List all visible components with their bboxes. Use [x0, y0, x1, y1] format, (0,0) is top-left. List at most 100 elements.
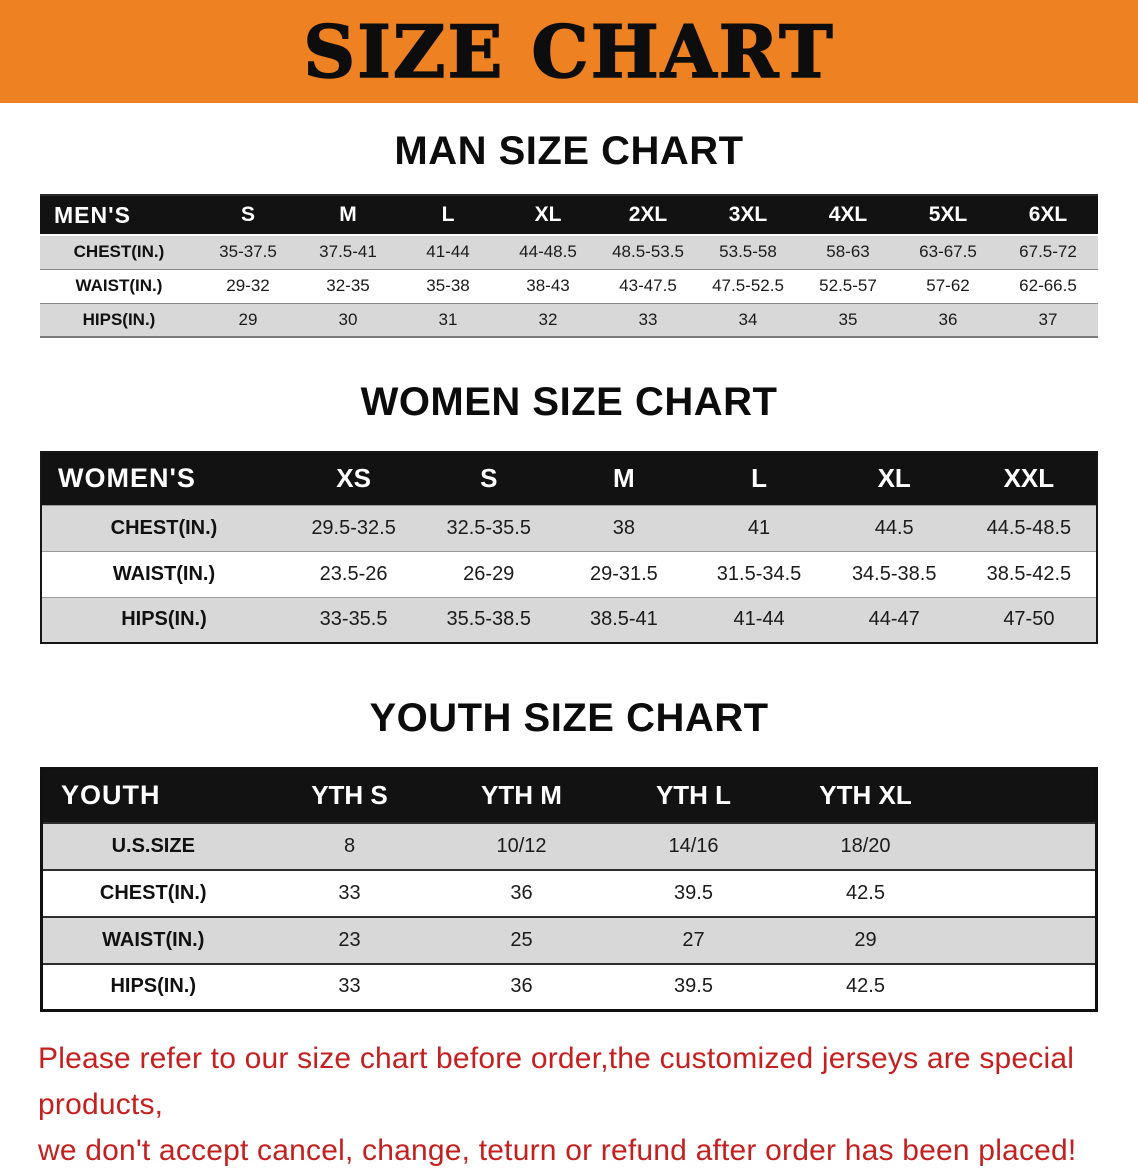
women-col-header: L: [691, 452, 827, 505]
size-cell: 57-62: [898, 268, 998, 303]
men-col-header: XL: [498, 195, 598, 236]
size-cell: 37.5-41: [298, 234, 398, 269]
youth-col-header: YTH L: [607, 768, 780, 823]
size-cell: 63-67.5: [898, 234, 998, 269]
youth-waist-row: WAIST(IN.) 23 25 27 29: [41, 915, 1097, 964]
size-cell: 36: [435, 868, 608, 917]
size-cell: 43-47.5: [598, 268, 698, 303]
youth-col-header: YTH M: [435, 768, 608, 823]
men-size-section: MAN SIZE CHART MEN'S S M L XL 2XL 3XL 4X…: [0, 129, 1138, 338]
size-cell: 48.5-53.5: [598, 234, 698, 269]
size-cell: 29: [198, 302, 298, 337]
row-label: WAIST(IN.): [41, 915, 264, 964]
size-cell: 32: [498, 302, 598, 337]
men-col-header: 2XL: [598, 195, 698, 236]
size-cell: 39.5: [607, 962, 780, 1011]
size-cell: 44-48.5: [498, 234, 598, 269]
size-cell: 32.5-35.5: [421, 504, 557, 551]
youth-table-title: YOUTH: [41, 768, 264, 823]
size-cell: 33: [263, 962, 436, 1011]
size-cell: 47-50: [961, 596, 1097, 643]
women-waist-row: WAIST(IN.) 23.5-26 26-29 29-31.5 31.5-34…: [41, 550, 1097, 597]
size-chart-banner: SIZE CHART: [0, 0, 1138, 103]
size-cell: 42.5: [779, 962, 952, 1011]
size-cell: 44.5-48.5: [961, 504, 1097, 551]
size-cell: 41: [691, 504, 827, 551]
size-cell: 31.5-34.5: [691, 550, 827, 597]
size-cell: 25: [435, 915, 608, 964]
cell-spacer: [951, 915, 1097, 964]
size-cell: 10/12: [435, 821, 608, 870]
row-label: WAIST(IN.): [41, 550, 286, 597]
size-cell: 35-38: [398, 268, 498, 303]
men-chest-row: CHEST(IN.) 35-37.5 37.5-41 41-44 44-48.5…: [40, 234, 1098, 269]
row-label: WAIST(IN.): [40, 268, 198, 303]
youth-ussize-row: U.S.SIZE 8 10/12 14/16 18/20: [41, 821, 1097, 870]
women-chest-row: CHEST(IN.) 29.5-32.5 32.5-35.5 38 41 44.…: [41, 504, 1097, 551]
size-cell: 38-43: [498, 268, 598, 303]
size-cell: 41-44: [398, 234, 498, 269]
size-cell: 34.5-38.5: [826, 550, 962, 597]
size-cell: 29: [779, 915, 952, 964]
women-section-heading: WOMEN SIZE CHART: [360, 380, 778, 424]
women-col-header: XL: [826, 452, 962, 505]
men-waist-row: WAIST(IN.) 29-32 32-35 35-38 38-43 43-47…: [40, 268, 1098, 303]
size-cell: 8: [263, 821, 436, 870]
size-cell: 35-37.5: [198, 234, 298, 269]
cell-spacer: [951, 821, 1097, 870]
youth-col-header: YTH S: [263, 768, 436, 823]
size-cell: 52.5-57: [798, 268, 898, 303]
size-cell: 29.5-32.5: [286, 504, 422, 551]
size-cell: 18/20: [779, 821, 952, 870]
youth-chest-row: CHEST(IN.) 33 36 39.5 42.5: [41, 868, 1097, 917]
men-section-heading: MAN SIZE CHART: [394, 129, 744, 173]
youth-header-row: YOUTH YTH S YTH M YTH L YTH XL: [41, 768, 1097, 823]
women-col-header: XXL: [961, 452, 1097, 505]
size-cell: 36: [435, 962, 608, 1011]
men-col-header: L: [398, 195, 498, 236]
size-cell: 27: [607, 915, 780, 964]
size-cell: 62-66.5: [998, 268, 1098, 303]
men-col-header: 4XL: [798, 195, 898, 236]
women-table-title: WOMEN'S: [41, 452, 286, 505]
size-cell: 44-47: [826, 596, 962, 643]
size-cell: 38.5-42.5: [961, 550, 1097, 597]
footer-line-2: we don't accept cancel, change, teturn o…: [38, 1134, 1077, 1167]
youth-size-table: YOUTH YTH S YTH M YTH L YTH XL U.S.SIZE …: [40, 767, 1098, 1012]
row-label: HIPS(IN.): [41, 962, 264, 1011]
women-col-header: XS: [286, 452, 422, 505]
size-cell: 33: [598, 302, 698, 337]
women-size-table: WOMEN'S XS S M L XL XXL CHEST(IN.) 29.5-…: [40, 451, 1098, 644]
size-cell: 42.5: [779, 868, 952, 917]
size-cell: 44.5: [826, 504, 962, 551]
size-cell: 58-63: [798, 234, 898, 269]
size-cell: 33: [263, 868, 436, 917]
size-cell: 41-44: [691, 596, 827, 643]
banner-title: SIZE CHART: [302, 8, 835, 94]
men-hips-row: HIPS(IN.) 29 30 31 32 33 34 35 36 37: [40, 302, 1098, 337]
size-cell: 35.5-38.5: [421, 596, 557, 643]
men-col-header: 5XL: [898, 195, 998, 236]
row-label: HIPS(IN.): [40, 302, 198, 337]
men-col-header: M: [298, 195, 398, 236]
size-cell: 30: [298, 302, 398, 337]
cell-spacer: [951, 962, 1097, 1011]
men-header-row: MEN'S S M L XL 2XL 3XL 4XL 5XL 6XL: [40, 195, 1098, 236]
size-cell: 39.5: [607, 868, 780, 917]
youth-col-header: YTH XL: [779, 768, 952, 823]
size-cell: 32-35: [298, 268, 398, 303]
women-col-header: M: [556, 452, 692, 505]
size-cell: 31: [398, 302, 498, 337]
size-cell: 47.5-52.5: [698, 268, 798, 303]
header-spacer: [951, 768, 1097, 823]
size-cell: 67.5-72: [998, 234, 1098, 269]
women-size-section: WOMEN SIZE CHART WOMEN'S XS S M L XL XXL: [0, 380, 1138, 644]
men-col-header: S: [198, 195, 298, 236]
size-cell: 33-35.5: [286, 596, 422, 643]
size-cell: 53.5-58: [698, 234, 798, 269]
size-cell: 37: [998, 302, 1098, 337]
men-table-title: MEN'S: [40, 195, 198, 236]
size-cell: 29-31.5: [556, 550, 692, 597]
size-cell: 38: [556, 504, 692, 551]
